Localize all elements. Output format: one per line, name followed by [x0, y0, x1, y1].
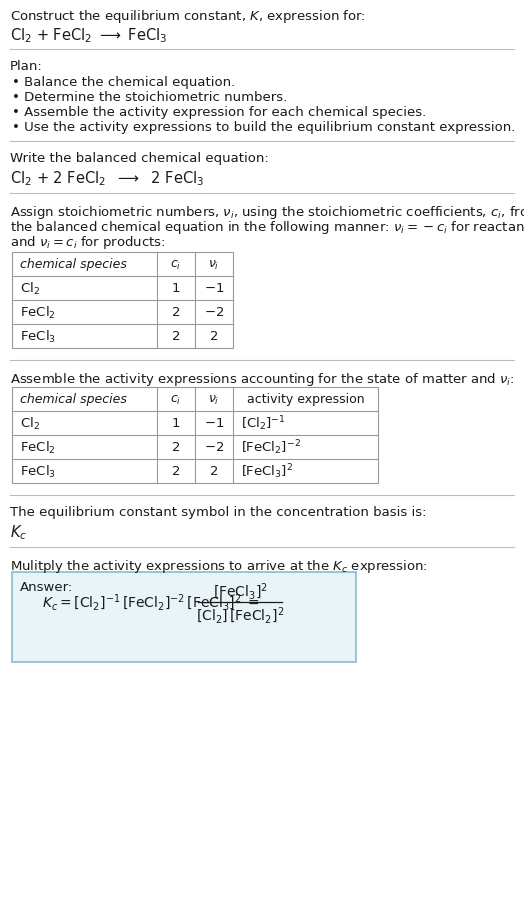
Text: Construct the equilibrium constant, $K$, expression for:: Construct the equilibrium constant, $K$,… — [10, 8, 366, 25]
Text: FeCl$_3$: FeCl$_3$ — [20, 464, 56, 480]
Bar — [12, 253, 233, 348]
Text: activity expression: activity expression — [247, 393, 364, 406]
Text: and $\nu_i = c_i$ for products:: and $\nu_i = c_i$ for products: — [10, 234, 166, 251]
Text: Cl$_2$ + 2 FeCl$_2$  $\longrightarrow$  2 FeCl$_3$: Cl$_2$ + 2 FeCl$_2$ $\longrightarrow$ 2 … — [10, 169, 204, 188]
Text: 2: 2 — [210, 330, 219, 343]
Text: chemical species: chemical species — [20, 258, 127, 272]
Text: • Balance the chemical equation.: • Balance the chemical equation. — [12, 76, 235, 89]
Text: chemical species: chemical species — [20, 393, 127, 406]
Text: 2: 2 — [172, 306, 180, 319]
Text: • Assemble the activity expression for each chemical species.: • Assemble the activity expression for e… — [12, 106, 426, 119]
Text: 2: 2 — [172, 465, 180, 478]
Text: 2: 2 — [172, 330, 180, 343]
FancyBboxPatch shape — [12, 573, 356, 662]
Text: $\nu_i$: $\nu_i$ — [209, 393, 220, 406]
Text: The equilibrium constant symbol in the concentration basis is:: The equilibrium constant symbol in the c… — [10, 505, 427, 519]
Text: 2: 2 — [172, 441, 180, 454]
Text: $K_c = [\mathrm{Cl_2}]^{-1}\,[\mathrm{FeCl_2}]^{-2}\,[\mathrm{FeCl_3}]^{2}\; =\;: $K_c = [\mathrm{Cl_2}]^{-1}\,[\mathrm{Fe… — [42, 592, 260, 612]
Text: FeCl$_2$: FeCl$_2$ — [20, 305, 56, 321]
Text: [FeCl$_3$]$^{2}$: [FeCl$_3$]$^{2}$ — [241, 462, 293, 481]
Text: Answer:: Answer: — [20, 580, 73, 594]
Text: Cl$_2$ + FeCl$_2$ $\longrightarrow$ FeCl$_3$: Cl$_2$ + FeCl$_2$ $\longrightarrow$ FeCl… — [10, 26, 167, 45]
Text: [Cl$_2$]$^{-1}$: [Cl$_2$]$^{-1}$ — [241, 414, 286, 433]
Bar — [12, 388, 378, 483]
Text: the balanced chemical equation in the following manner: $\nu_i = -c_i$ for react: the balanced chemical equation in the fo… — [10, 219, 524, 235]
Text: $c_i$: $c_i$ — [170, 393, 182, 406]
Text: $-1$: $-1$ — [204, 417, 224, 430]
Text: 2: 2 — [210, 465, 219, 478]
Text: FeCl$_2$: FeCl$_2$ — [20, 439, 56, 456]
Text: 1: 1 — [172, 282, 180, 295]
Text: Plan:: Plan: — [10, 60, 43, 73]
Text: • Use the activity expressions to build the equilibrium constant expression.: • Use the activity expressions to build … — [12, 121, 516, 133]
Text: Cl$_2$: Cl$_2$ — [20, 416, 40, 431]
Text: [FeCl$_2$]$^{-2}$: [FeCl$_2$]$^{-2}$ — [241, 438, 301, 456]
Text: $K_c$: $K_c$ — [10, 522, 27, 541]
Text: $-1$: $-1$ — [204, 282, 224, 295]
Text: $[\mathrm{Cl_2}]\,[\mathrm{FeCl_2}]^{2}$: $[\mathrm{Cl_2}]\,[\mathrm{FeCl_2}]^{2}$ — [196, 605, 284, 625]
Text: FeCl$_3$: FeCl$_3$ — [20, 328, 56, 345]
Text: • Determine the stoichiometric numbers.: • Determine the stoichiometric numbers. — [12, 91, 287, 104]
Text: $-2$: $-2$ — [204, 306, 224, 319]
Text: $-2$: $-2$ — [204, 441, 224, 454]
Text: Assign stoichiometric numbers, $\nu_i$, using the stoichiometric coefficients, $: Assign stoichiometric numbers, $\nu_i$, … — [10, 204, 524, 221]
Text: 1: 1 — [172, 417, 180, 430]
Text: Write the balanced chemical equation:: Write the balanced chemical equation: — [10, 152, 269, 165]
Text: Assemble the activity expressions accounting for the state of matter and $\nu_i$: Assemble the activity expressions accoun… — [10, 371, 515, 388]
Text: $[\mathrm{FeCl_3}]^{2}$: $[\mathrm{FeCl_3}]^{2}$ — [213, 581, 267, 602]
Text: $\nu_i$: $\nu_i$ — [209, 258, 220, 272]
Text: Cl$_2$: Cl$_2$ — [20, 281, 40, 297]
Text: Mulitply the activity expressions to arrive at the $K_c$ expression:: Mulitply the activity expressions to arr… — [10, 557, 428, 575]
Text: $c_i$: $c_i$ — [170, 258, 182, 272]
